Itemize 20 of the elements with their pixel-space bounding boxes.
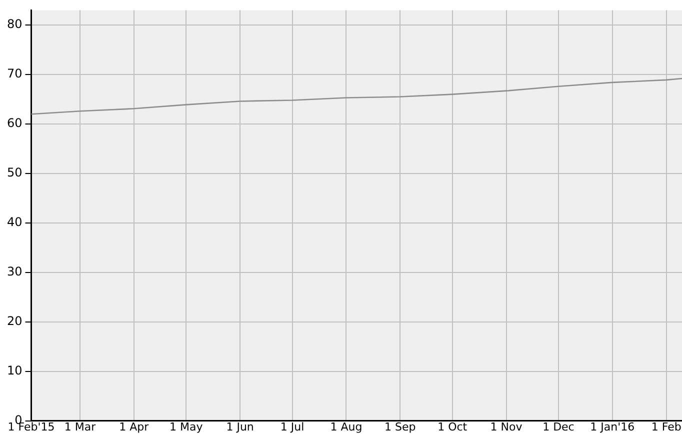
- x-tick-label: 1 Jul: [280, 420, 304, 434]
- x-tick-label: 1 Aug: [330, 420, 362, 434]
- x-tick-label: 1 Mar: [64, 420, 96, 434]
- x-tick-label: 1 Jan'16: [590, 420, 635, 434]
- x-tick-label: 1 Oct: [438, 420, 468, 434]
- y-tick-label: 30: [6, 264, 22, 279]
- y-tick-label: 40: [6, 215, 22, 230]
- x-tick-label: 1 Dec: [542, 420, 574, 434]
- y-tick-label: 10: [6, 363, 22, 378]
- x-tick-label: 1 Sep: [384, 420, 416, 434]
- x-tick-label: 1 Feb: [651, 420, 682, 434]
- y-tick-label: 20: [6, 314, 22, 328]
- x-tick-label: 1 Nov: [490, 420, 523, 434]
- y-tick-label: 70: [6, 66, 22, 81]
- y-tick-label: 50: [6, 166, 22, 180]
- x-tick-label: 1 Apr: [119, 420, 150, 434]
- y-tick-label: 60: [6, 116, 22, 130]
- x-tick-label: 1 Jun: [226, 420, 254, 434]
- x-tick-label: 1 May: [169, 420, 204, 434]
- y-tick-label: 80: [6, 17, 22, 32]
